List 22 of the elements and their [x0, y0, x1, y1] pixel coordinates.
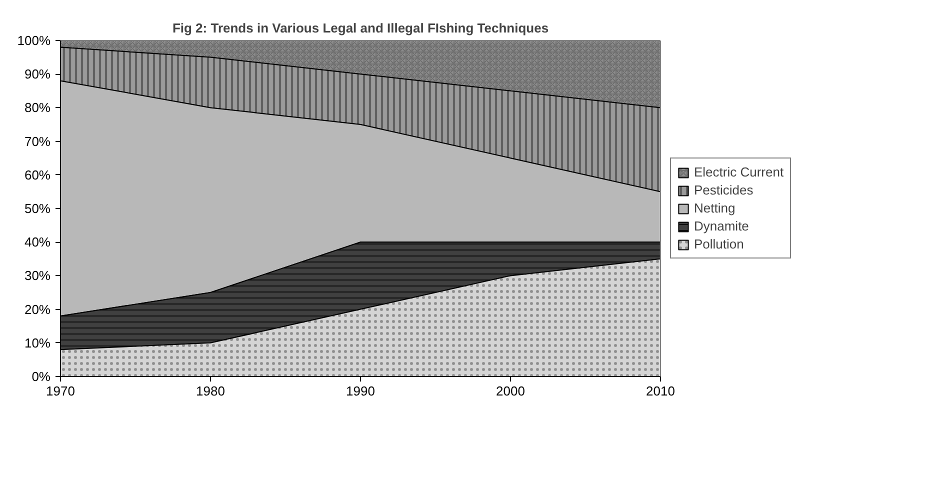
y-tick-label: 60%	[24, 167, 51, 182]
legend-label: Pesticides	[694, 182, 754, 198]
y-tick-label: 50%	[24, 201, 51, 216]
x-tick-label: 1980	[196, 384, 225, 398]
legend-label: Dynamite	[694, 218, 749, 234]
x-tick-label: 2010	[646, 384, 675, 398]
legend-label: Electric Current	[694, 164, 784, 180]
y-tick-label: 20%	[24, 302, 51, 317]
y-tick-label: 10%	[24, 335, 51, 350]
y-tick-label: 80%	[24, 100, 51, 116]
x-tick-label: 1990	[346, 384, 375, 398]
y-tick-label: 90%	[24, 66, 51, 82]
y-tick-label: 40%	[24, 234, 51, 250]
chart-title: Fig 2: Trends in Various Legal and Illegal FIshing Techniques	[172, 20, 549, 36]
legend-label: Netting	[694, 200, 736, 216]
y-tick-label: 30%	[24, 268, 51, 284]
legend-label: Pollution	[694, 236, 744, 252]
y-tick-label: 0%	[32, 369, 51, 384]
x-tick-label: 1970	[46, 384, 75, 398]
y-tick-label: 70%	[24, 134, 51, 149]
x-tick-label: 2000	[496, 384, 525, 398]
y-tick-label: 100%	[17, 33, 51, 48]
